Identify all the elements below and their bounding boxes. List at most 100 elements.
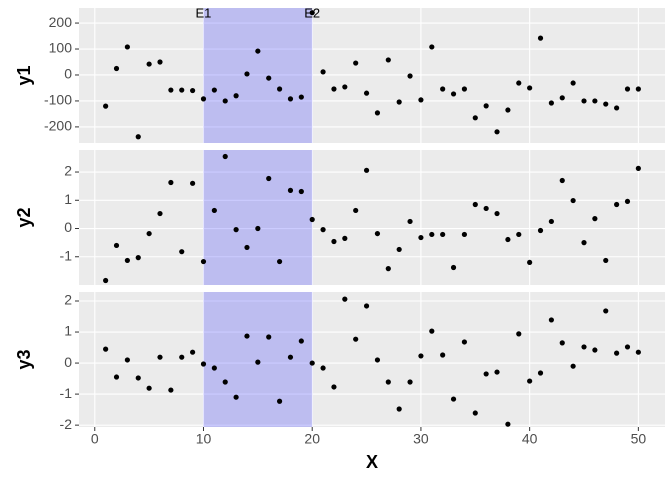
point: [505, 421, 511, 427]
point: [276, 258, 283, 265]
point: [103, 346, 109, 352]
point: [429, 231, 435, 238]
point: [407, 218, 413, 225]
point: [168, 87, 174, 93]
point: [592, 347, 598, 353]
point: [135, 134, 141, 140]
y-tick-label: 0: [64, 219, 72, 235]
point: [342, 84, 348, 90]
y-tick-label: 0: [64, 66, 72, 82]
point: [374, 357, 381, 363]
point: [157, 59, 163, 65]
point: [385, 57, 391, 63]
point: [472, 410, 478, 416]
point: [548, 218, 554, 225]
point: [331, 238, 337, 245]
point: [440, 352, 446, 358]
point: [581, 240, 587, 246]
point: [266, 334, 272, 340]
point: [385, 266, 391, 272]
point: [179, 249, 185, 255]
y-axis-title: y2: [14, 207, 34, 227]
point: [157, 354, 163, 360]
point: [548, 317, 554, 323]
point: [374, 110, 381, 116]
point: [179, 354, 185, 360]
point: [320, 69, 326, 75]
point: [331, 384, 337, 390]
y-tick-label: -2: [60, 416, 73, 432]
point: [570, 80, 576, 86]
point: [309, 216, 315, 223]
event-shade: [203, 292, 313, 427]
point: [385, 379, 391, 385]
point: [614, 201, 620, 208]
point: [309, 360, 315, 366]
point: [635, 349, 641, 355]
point: [494, 369, 500, 375]
point: [363, 167, 370, 173]
y-tick-label: -1: [60, 247, 73, 263]
y-tick-label: -100: [44, 92, 72, 108]
point: [222, 379, 228, 385]
point: [407, 73, 413, 79]
point: [353, 60, 359, 66]
point: [472, 201, 478, 208]
point: [146, 385, 152, 391]
point: [190, 349, 196, 355]
point: [363, 90, 370, 96]
x-tick-label: 10: [196, 431, 212, 447]
event-shade: [203, 150, 313, 285]
point: [461, 339, 468, 345]
point: [527, 259, 533, 266]
point: [276, 398, 283, 404]
point: [298, 188, 304, 195]
point: [353, 336, 359, 342]
point: [211, 365, 217, 371]
point: [135, 375, 141, 381]
point: [429, 328, 435, 334]
event-shade: [203, 8, 313, 143]
point: [516, 331, 522, 337]
point: [342, 296, 348, 302]
point: [320, 227, 326, 233]
point: [124, 357, 130, 363]
point: [635, 165, 641, 171]
x-tick-label: 40: [522, 431, 538, 447]
point: [450, 264, 457, 271]
point: [592, 216, 598, 222]
point: [440, 86, 446, 92]
point: [233, 227, 239, 233]
y-tick-label: 0: [64, 354, 72, 370]
point: [363, 303, 370, 309]
point: [244, 71, 250, 77]
point: [461, 86, 468, 92]
point: [396, 99, 402, 105]
point: [298, 338, 304, 344]
point: [266, 175, 272, 182]
point: [603, 308, 609, 314]
point: [505, 107, 511, 113]
point: [548, 100, 554, 106]
point: [353, 207, 359, 214]
point: [570, 197, 576, 204]
point: [603, 101, 609, 107]
point: [537, 370, 544, 376]
point: [146, 230, 152, 237]
point: [157, 210, 163, 217]
y-tick-label: 2: [64, 292, 72, 308]
point: [603, 257, 609, 264]
point: [113, 65, 120, 72]
point: [298, 94, 304, 100]
point: [200, 96, 207, 102]
point: [276, 86, 283, 92]
point: [494, 129, 500, 135]
point: [440, 231, 446, 238]
point: [255, 48, 261, 54]
point: [200, 258, 207, 265]
point: [450, 91, 457, 97]
point: [211, 207, 217, 214]
point: [255, 359, 261, 365]
point: [537, 35, 544, 41]
